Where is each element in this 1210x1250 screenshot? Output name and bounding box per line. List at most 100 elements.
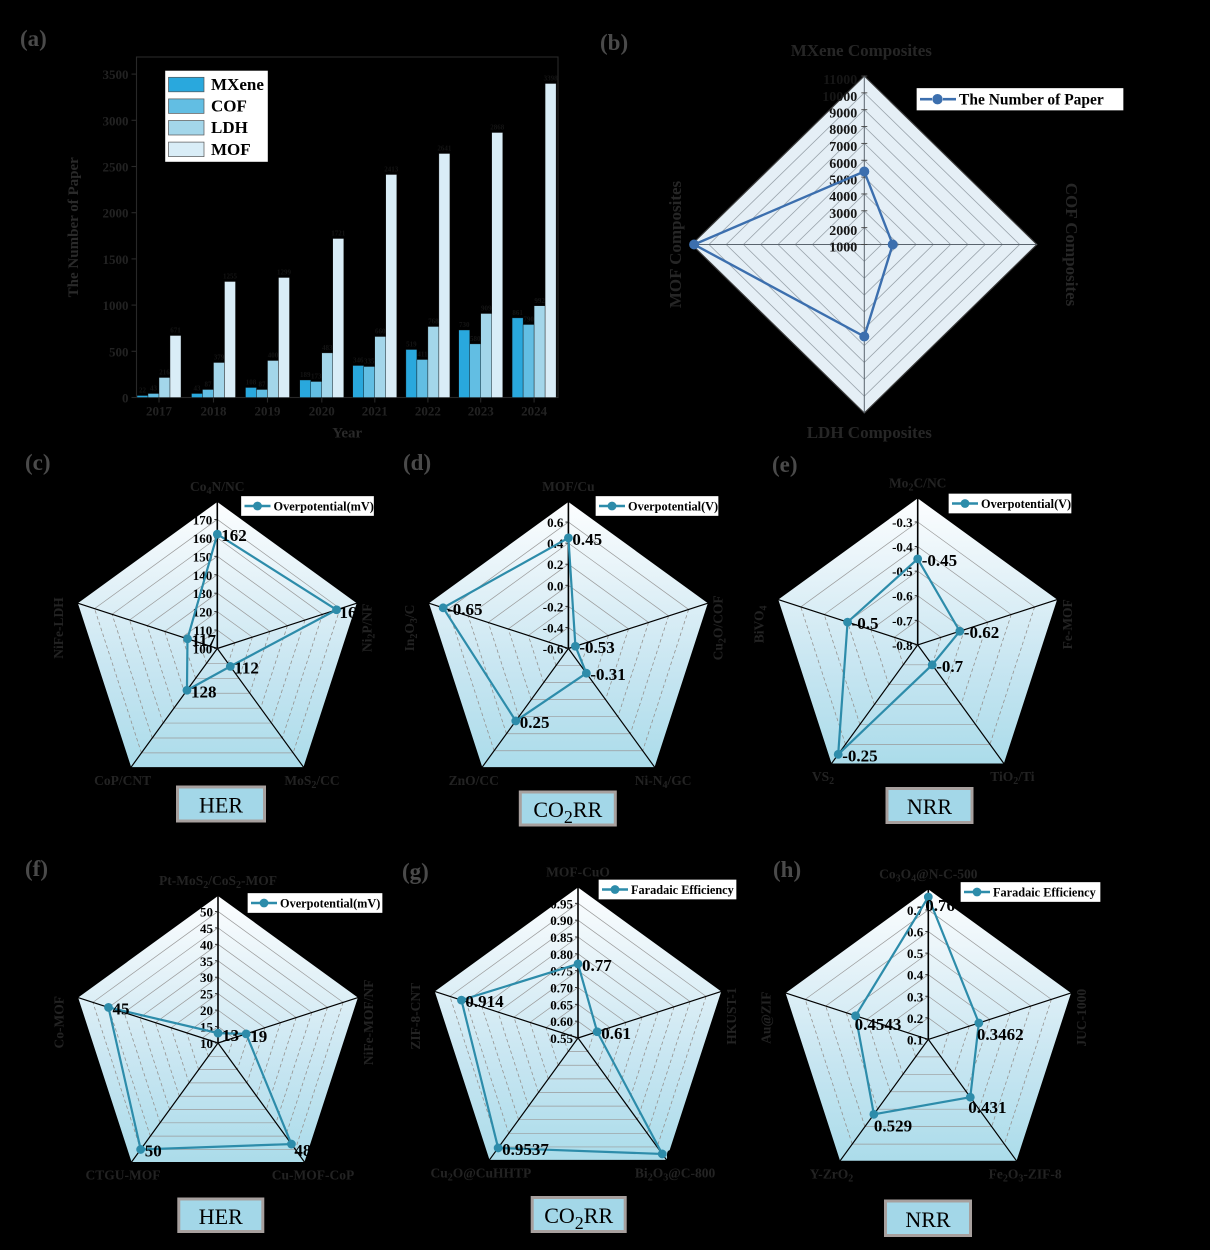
svg-text:48: 48	[294, 1141, 311, 1160]
svg-text:0.4: 0.4	[907, 968, 924, 983]
svg-text:0.65: 0.65	[550, 997, 573, 1012]
svg-text:2020: 2020	[309, 404, 335, 419]
svg-text:LDH Composites: LDH Composites	[807, 423, 933, 442]
svg-text:2500: 2500	[103, 160, 129, 175]
svg-text:(a): (a)	[20, 26, 47, 51]
svg-text:Y-ZrO2: Y-ZrO2	[810, 1167, 854, 1185]
svg-text:50: 50	[200, 904, 213, 919]
svg-text:2017: 2017	[146, 404, 173, 419]
svg-text:13: 13	[222, 1026, 239, 1045]
svg-text:-0.31: -0.31	[590, 665, 625, 684]
svg-text:Year: Year	[332, 426, 362, 442]
svg-text:0.2: 0.2	[907, 1011, 923, 1026]
svg-text:43: 43	[150, 385, 158, 393]
svg-text:0.9537: 0.9537	[502, 1140, 549, 1159]
svg-text:(d): (d)	[403, 450, 431, 475]
svg-text:189: 189	[300, 371, 311, 379]
svg-text:346: 346	[353, 357, 364, 365]
svg-text:9000: 9000	[829, 107, 857, 122]
svg-text:-0.65: -0.65	[447, 600, 482, 619]
svg-text:0.914: 0.914	[465, 992, 504, 1011]
svg-text:-0.4: -0.4	[543, 620, 564, 635]
svg-text:0.0: 0.0	[547, 578, 563, 593]
svg-text:1299: 1299	[277, 269, 292, 277]
svg-text:TiO2/Ti: TiO2/Ti	[990, 769, 1035, 787]
svg-text:335: 335	[364, 358, 375, 366]
svg-text:-0.4: -0.4	[892, 540, 913, 555]
svg-text:-0.62: -0.62	[964, 623, 999, 642]
svg-text:HKUST-1: HKUST-1	[724, 987, 739, 1045]
svg-text:(f): (f)	[25, 856, 48, 881]
svg-text:VS2: VS2	[812, 769, 834, 787]
svg-text:483: 483	[322, 344, 333, 352]
svg-text:CoP/CNT: CoP/CNT	[94, 773, 151, 788]
svg-text:0.70: 0.70	[550, 981, 573, 996]
svg-text:170: 170	[193, 512, 213, 527]
svg-text:Bi2O3@C-800: Bi2O3@C-800	[635, 1166, 716, 1184]
svg-text:379: 379	[214, 354, 225, 362]
svg-text:30: 30	[200, 970, 213, 985]
svg-text:3398: 3398	[544, 75, 559, 83]
svg-text:10: 10	[200, 1036, 213, 1051]
svg-text:0.1: 0.1	[907, 1032, 923, 1047]
svg-text:NiFe-LDH: NiFe-LDH	[51, 597, 66, 659]
svg-text:22: 22	[139, 387, 147, 395]
svg-text:Faradaic Efficiency: Faradaic Efficiency	[993, 885, 1097, 899]
svg-text:992: 992	[534, 297, 545, 305]
svg-text:0.77: 0.77	[582, 956, 612, 975]
svg-text:519: 519	[406, 341, 417, 349]
svg-text:-0.6: -0.6	[543, 642, 564, 657]
svg-text:Fe-MOF: Fe-MOF	[1060, 599, 1075, 649]
svg-text:43: 43	[194, 385, 202, 393]
svg-text:130: 130	[193, 586, 213, 601]
svg-text:168: 168	[340, 603, 366, 622]
svg-text:(h): (h)	[773, 857, 801, 882]
svg-text:Cu2O/COF: Cu2O/COF	[711, 595, 729, 660]
svg-text:ZIF-8-CNT: ZIF-8-CNT	[408, 983, 423, 1050]
svg-text:MoS2/CC: MoS2/CC	[284, 773, 339, 791]
svg-text:Ni-N4/GC: Ni-N4/GC	[635, 773, 692, 791]
svg-text:500: 500	[109, 344, 129, 359]
svg-text:660: 660	[375, 328, 386, 336]
svg-text:0.6: 0.6	[547, 515, 564, 530]
svg-text:10000: 10000	[822, 90, 857, 105]
svg-text:-0.5: -0.5	[852, 614, 879, 633]
svg-text:0.55: 0.55	[550, 1031, 573, 1046]
svg-text:CTGU-MOF: CTGU-MOF	[86, 1168, 161, 1183]
svg-text:Fe2O3-ZIF-8: Fe2O3-ZIF-8	[989, 1167, 1062, 1185]
svg-text:0.90: 0.90	[550, 913, 573, 928]
svg-text:-0.6: -0.6	[892, 589, 913, 604]
svg-text:(e): (e)	[772, 452, 798, 477]
svg-text:Cu-MOF-CoP: Cu-MOF-CoP	[272, 1168, 354, 1183]
svg-text:2023: 2023	[468, 404, 495, 419]
svg-text:768: 768	[428, 318, 439, 326]
svg-text:COF Composites: COF Composites	[1062, 183, 1081, 307]
svg-text:Overpotential(V): Overpotential(V)	[628, 499, 718, 513]
svg-text:0.4543: 0.4543	[855, 1015, 902, 1034]
svg-text:0.61: 0.61	[601, 1024, 631, 1043]
svg-text:112: 112	[234, 658, 259, 677]
svg-text:2868: 2868	[490, 124, 505, 132]
svg-text:-0.3: -0.3	[892, 515, 913, 530]
svg-text:11000: 11000	[823, 73, 857, 88]
svg-text:120: 120	[193, 605, 213, 620]
svg-text:19: 19	[250, 1027, 267, 1046]
svg-text:(g): (g)	[402, 859, 429, 884]
svg-text:108: 108	[246, 379, 257, 387]
svg-text:7000: 7000	[829, 140, 857, 155]
svg-text:0.5: 0.5	[907, 946, 924, 961]
svg-text:2019: 2019	[255, 404, 282, 419]
svg-text:1255: 1255	[223, 273, 238, 281]
svg-text:162: 162	[221, 526, 247, 545]
svg-text:Pt-MoS2/CoS2-MOF: Pt-MoS2/CoS2-MOF	[159, 873, 277, 891]
svg-text:411: 411	[417, 351, 428, 359]
svg-text:2022: 2022	[415, 404, 441, 419]
svg-text:160: 160	[193, 531, 213, 546]
svg-text:Mo2C/NC: Mo2C/NC	[889, 475, 947, 493]
svg-text:Au@ZIF: Au@ZIF	[759, 992, 774, 1044]
svg-text:0: 0	[122, 391, 129, 406]
svg-text:-0.7: -0.7	[936, 657, 963, 676]
svg-text:COF: COF	[211, 97, 247, 116]
svg-text:50: 50	[145, 1141, 162, 1160]
svg-text:MOF-CuO: MOF-CuO	[546, 865, 610, 880]
